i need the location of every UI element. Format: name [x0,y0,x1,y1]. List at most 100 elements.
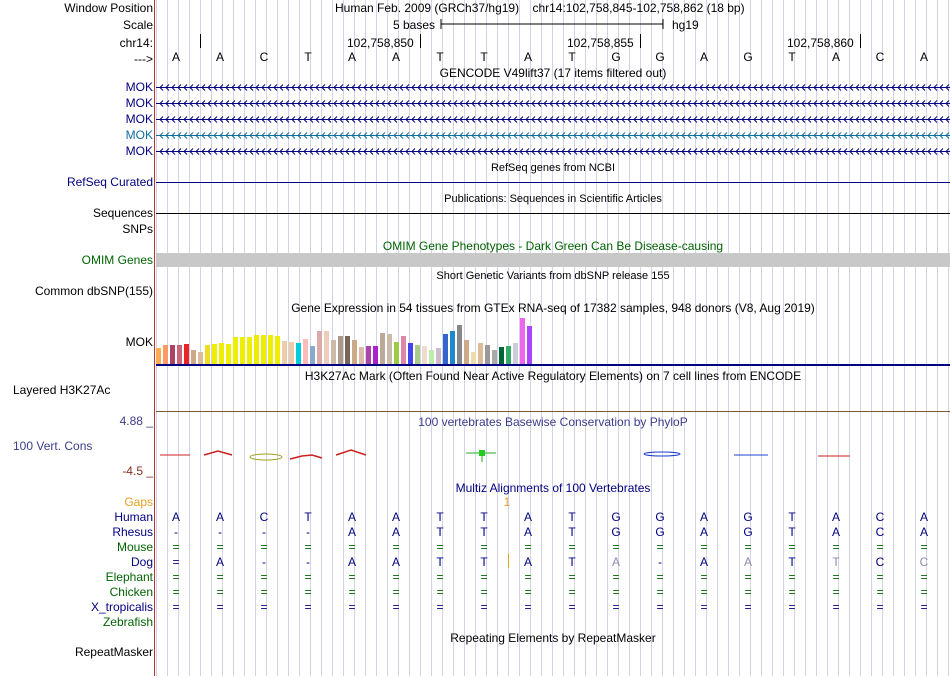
gtex-tissue-bar[interactable] [492,350,497,364]
gtex-tissue-bar[interactable] [310,346,315,364]
gtex-tissue-bar[interactable] [303,339,308,364]
gencode-transcript-5[interactable] [156,145,950,158]
gtex-label[interactable]: MOK [125,335,153,349]
gtex-tissue-bar[interactable] [359,347,364,364]
gtex-tissue-bar[interactable] [352,340,357,364]
gtex-tissue-bar[interactable] [408,343,413,364]
alignment-base: = [216,585,224,599]
alignment-base: A [215,510,224,524]
gtex-tissue-bar[interactable] [527,326,532,364]
gtex-bar-chart[interactable] [156,314,950,364]
species-label-rhesus[interactable]: Rhesus [112,525,153,539]
phylop-signal[interactable] [156,440,950,470]
alignment-base: = [392,540,400,554]
reference-base: G [743,50,753,64]
phylop-label[interactable]: 100 Vert. Cons [13,439,93,453]
gtex-tissue-bar[interactable] [513,343,518,364]
gtex-tissue-bar[interactable] [219,343,224,364]
gencode-transcript-3[interactable] [156,113,950,126]
gtex-tissue-bar[interactable] [268,335,273,364]
gtex-tissue-bar[interactable] [478,343,483,364]
gtex-tissue-bar[interactable] [184,344,189,364]
gtex-tissue-bar[interactable] [380,333,385,364]
alignment-base: = [700,600,708,614]
gtex-tissue-bar[interactable] [485,345,490,364]
gtex-tissue-bar[interactable] [401,336,406,364]
gencode-transcript-2[interactable] [156,97,950,110]
gtex-tissue-bar[interactable] [345,336,350,364]
alignment-base: A [391,525,400,539]
gtex-tissue-bar[interactable] [429,350,434,364]
gtex-tissue-bar[interactable] [156,348,161,364]
gtex-tissue-bar[interactable] [457,325,462,364]
dog-gap-marker [508,554,509,568]
gtex-tissue-bar[interactable] [177,345,182,364]
gtex-tissue-bar[interactable] [163,345,168,364]
gtex-tissue-bar[interactable] [436,348,441,364]
gtex-tissue-bar[interactable] [191,350,196,364]
gtex-tissue-bar[interactable] [289,342,294,364]
publications-label[interactable]: Sequences [92,206,153,220]
dbsnp-label[interactable]: Common dbSNP(155) [34,284,153,298]
gtex-tissue-bar[interactable] [471,352,476,364]
gtex-tissue-bar[interactable] [212,344,217,364]
gtex-tissue-bar[interactable] [226,344,231,364]
h3k27ac-label[interactable]: Layered H3K27Ac [13,383,111,397]
gtex-tissue-bar[interactable] [261,335,266,364]
gtex-tissue-bar[interactable] [387,334,392,364]
species-label-elephant[interactable]: Elephant [105,570,153,584]
gtex-tissue-bar[interactable] [394,342,399,364]
gtex-tissue-bar[interactable] [506,346,511,364]
alignment-base: A [919,525,928,539]
gencode-transcript-1[interactable] [156,81,950,94]
gtex-tissue-bar[interactable] [464,340,469,364]
refseq-label[interactable]: RefSeq Curated [66,175,153,189]
gtex-tissue-bar[interactable] [324,331,329,364]
gtex-tissue-bar[interactable] [415,345,420,364]
gtex-tissue-bar[interactable] [282,341,287,364]
gtex-tissue-bar[interactable] [443,334,448,364]
gencode-transcript-label-5[interactable]: MOK [125,144,153,158]
species-label-human[interactable]: Human [114,510,153,524]
gtex-tissue-bar[interactable] [198,352,203,364]
repeatmasker-label[interactable]: RepeatMasker [74,645,153,659]
gencode-transcript-label-2[interactable]: MOK [125,96,153,110]
alignment-base: = [612,600,620,614]
gtex-tissue-bar[interactable] [254,335,259,364]
gencode-transcript-label-4[interactable]: MOK [125,128,153,142]
gencode-title[interactable]: GENCODE V49lift37 (17 items filtered out… [439,66,667,80]
omim-gene-bar[interactable] [156,253,950,267]
gtex-tissue-bar[interactable] [331,340,336,364]
gencode-transcript-4[interactable] [156,129,950,142]
gtex-tissue-bar[interactable] [240,337,245,364]
gencode-transcript-label-1[interactable]: MOK [125,80,153,94]
species-label-mouse[interactable]: Mouse [116,540,153,554]
track-data-area[interactable]: Human Feb. 2009 (GRCh37/hg19) chr14:102,… [156,0,950,676]
alignment-base: = [348,570,356,584]
snps-label[interactable]: SNPs [122,222,153,236]
gtex-tissue-bar[interactable] [366,346,371,364]
gtex-tissue-bar[interactable] [450,331,455,364]
gtex-tissue-bar[interactable] [520,318,525,364]
alignment-base: A [831,525,840,539]
gtex-tissue-bar[interactable] [373,346,378,364]
publications-line[interactable] [156,213,950,214]
species-label-zebrafish[interactable]: Zebrafish [102,615,153,629]
gtex-tissue-bar[interactable] [233,337,238,364]
species-label-chicken[interactable]: Chicken [109,585,153,599]
refseq-gene-line[interactable] [156,182,950,183]
gtex-tissue-bar[interactable] [275,336,280,364]
gtex-tissue-bar[interactable] [296,343,301,364]
gtex-tissue-bar[interactable] [170,345,175,364]
gtex-tissue-bar[interactable] [317,331,322,364]
gtex-tissue-bar[interactable] [338,336,343,364]
gtex-tissue-bar[interactable] [247,337,252,364]
species-label-dog[interactable]: Dog [130,555,153,569]
gtex-tissue-bar[interactable] [205,345,210,364]
omim-label[interactable]: OMIM Genes [81,253,153,267]
gencode-transcript-label-3[interactable]: MOK [125,112,153,126]
gtex-tissue-bar[interactable] [499,347,504,364]
species-label-x-tropicalis[interactable]: X_tropicalis [90,600,153,614]
reference-base: T [480,50,488,64]
gtex-tissue-bar[interactable] [422,346,427,364]
